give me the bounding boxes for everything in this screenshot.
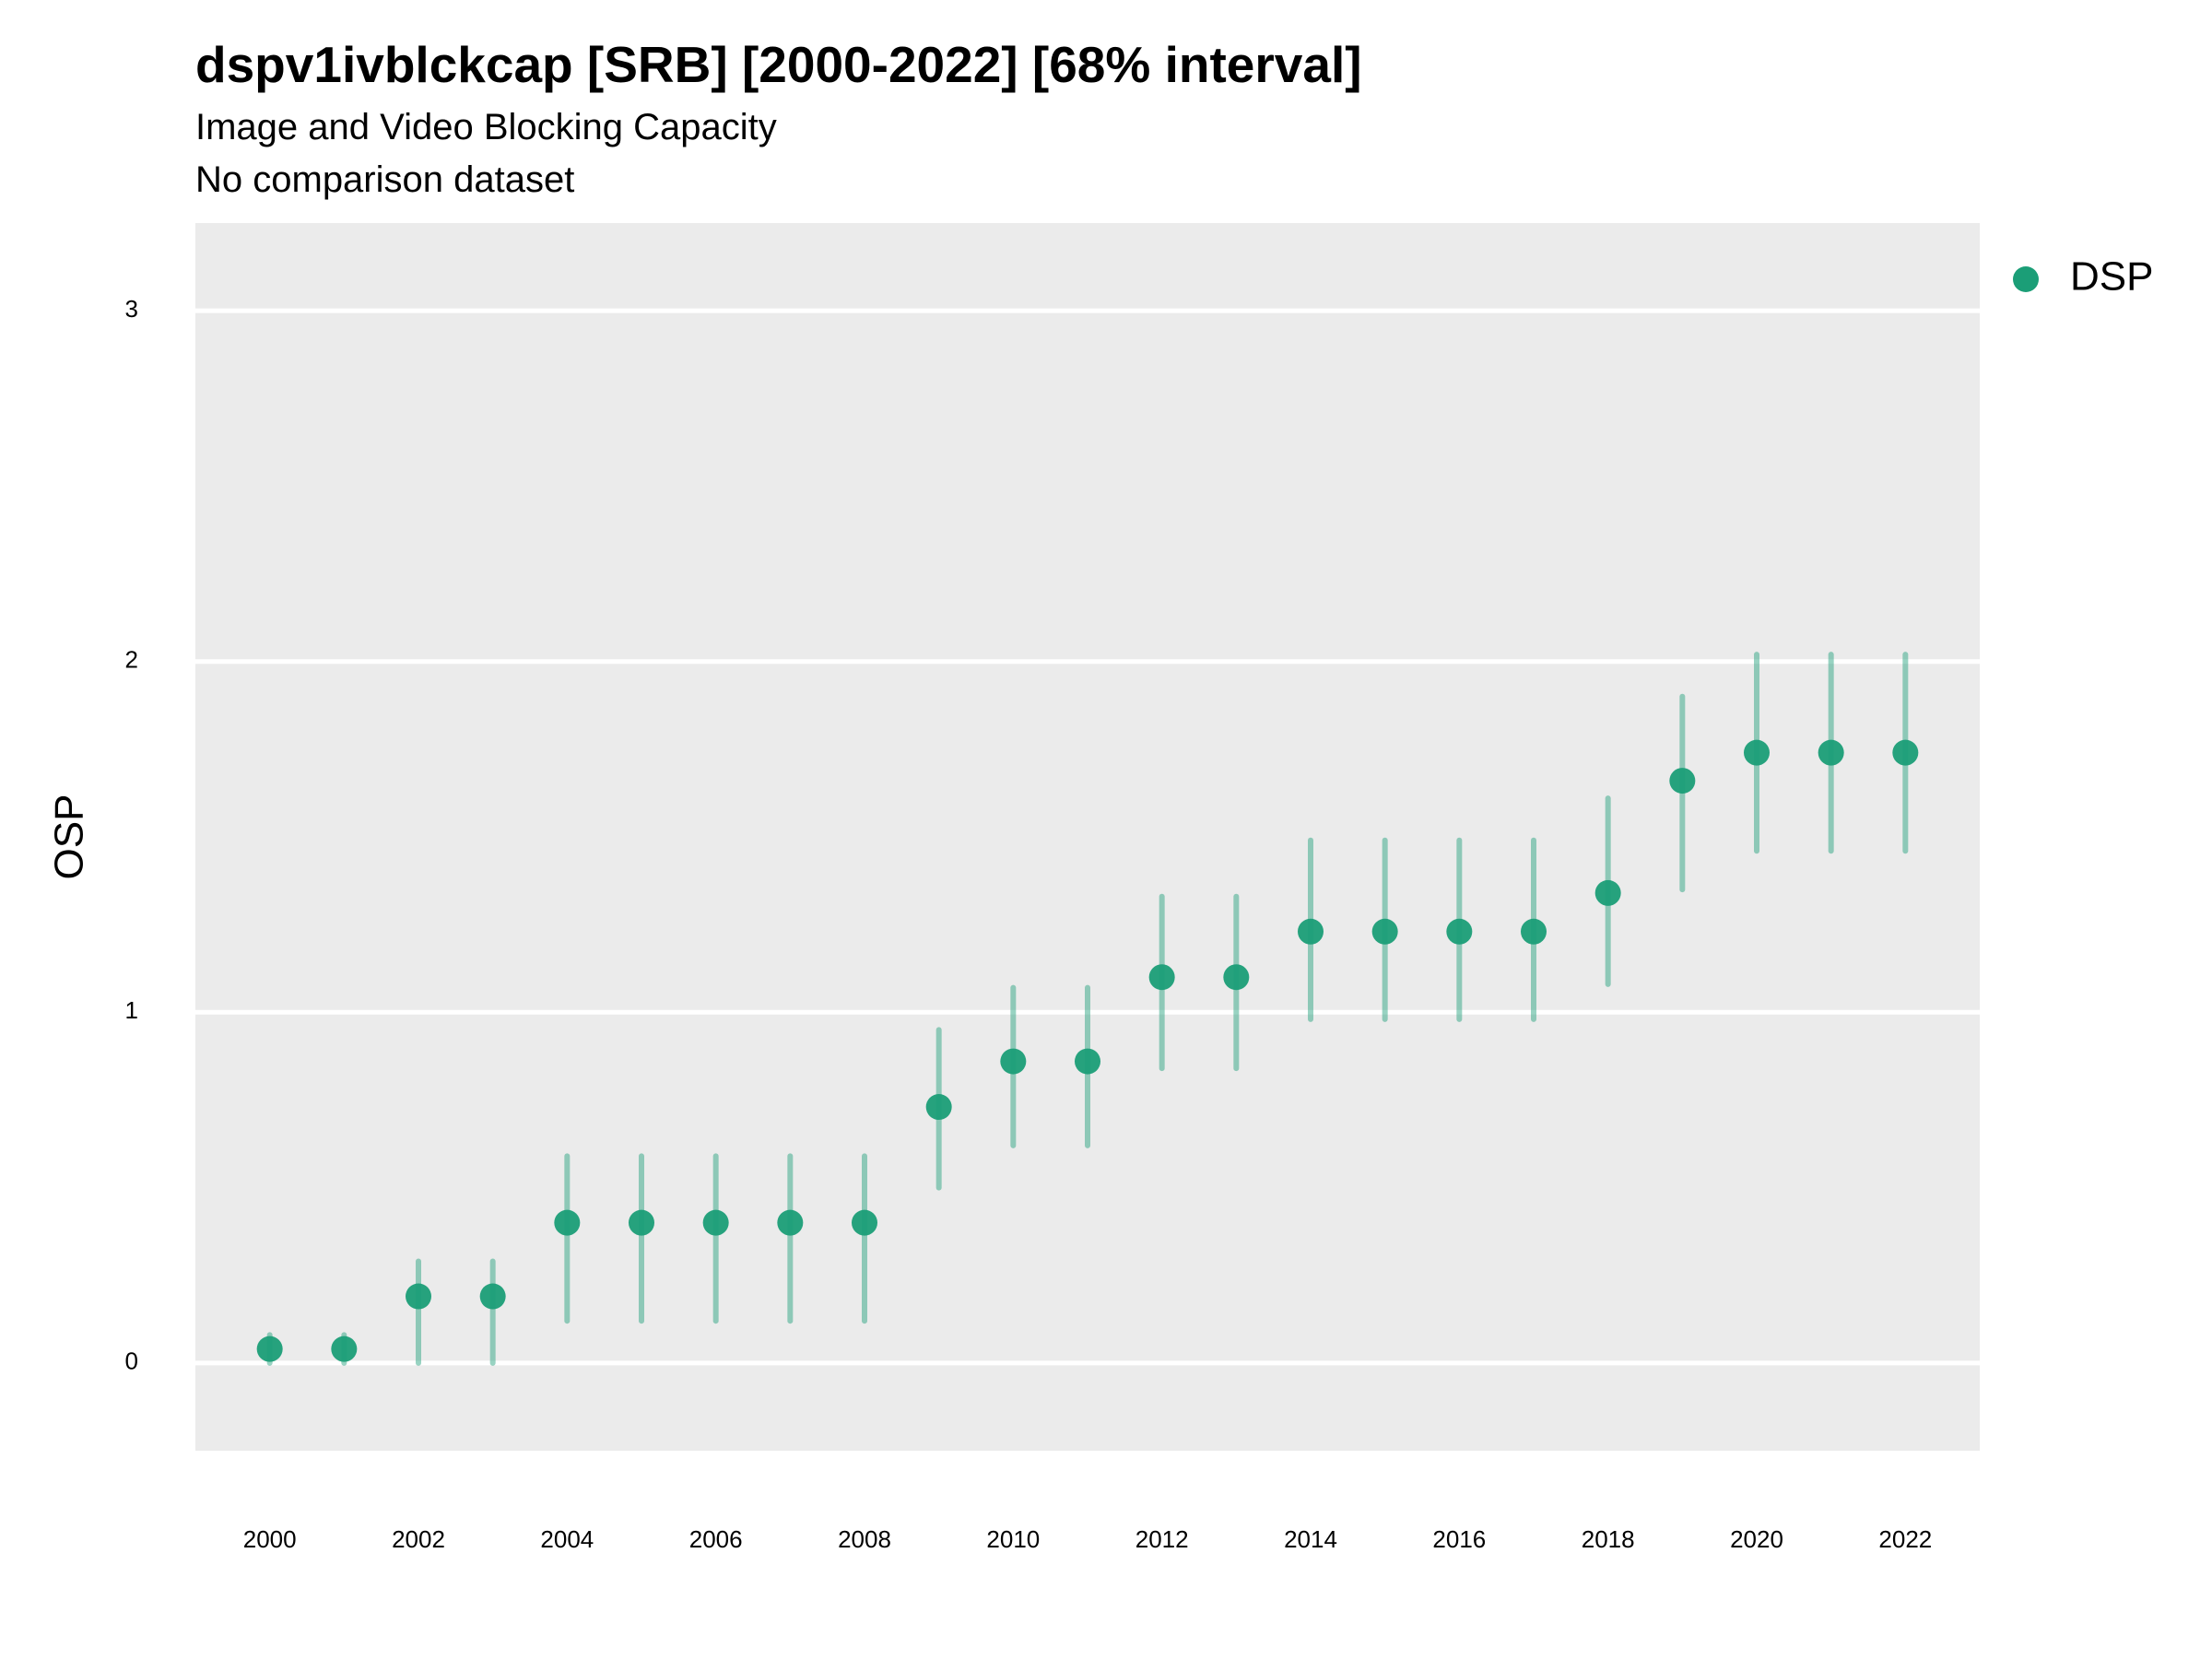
y-tick-label: 0 xyxy=(125,1347,138,1375)
point-2012 xyxy=(1148,964,1175,991)
point-2015 xyxy=(1371,918,1398,945)
x-tick-label: 2018 xyxy=(1582,1525,1635,1553)
point-2021 xyxy=(1818,739,1844,766)
point-2005 xyxy=(629,1209,654,1236)
point-2003 xyxy=(479,1283,506,1310)
data-points xyxy=(256,739,1919,1362)
x-tick-label: 2008 xyxy=(838,1525,891,1553)
point-2010 xyxy=(1000,1048,1027,1075)
point-2008 xyxy=(852,1209,877,1236)
x-tick-label: 2014 xyxy=(1284,1525,1337,1553)
point-2002 xyxy=(406,1283,431,1310)
point-2013 xyxy=(1223,964,1250,991)
point-2022 xyxy=(1892,739,1919,766)
chart-subtitle: Image and Video Blocking Capacity xyxy=(195,107,777,147)
grid-lines xyxy=(195,308,1980,1366)
point-2020 xyxy=(1744,739,1770,766)
point-2001 xyxy=(331,1335,358,1362)
point-2014 xyxy=(1298,918,1324,945)
chart-caption: No comparison dataset xyxy=(195,159,575,200)
x-tick-label: 2020 xyxy=(1730,1525,1783,1553)
point-2011 xyxy=(1075,1048,1100,1075)
x-tick-label: 2002 xyxy=(392,1525,445,1553)
x-tick-label: 2010 xyxy=(986,1525,1040,1553)
legend: DSP xyxy=(2013,254,2153,300)
legend-swatch-dsp xyxy=(2013,266,2039,292)
point-2004 xyxy=(554,1209,581,1236)
x-tick-label: 2012 xyxy=(1135,1525,1189,1553)
chart-title: dspv1ivblckcap [SRB] [2000-2022] [68% in… xyxy=(195,36,1362,93)
point-2017 xyxy=(1521,918,1547,945)
point-2006 xyxy=(702,1209,729,1236)
x-axis-ticks: 2000 2002 2004 2006 2008 2010 2012 2014 2016 2018… xyxy=(243,1525,1933,1553)
point-2019 xyxy=(1669,768,1696,794)
point-2016 xyxy=(1446,918,1473,945)
y-tick-label: 1 xyxy=(125,996,138,1024)
x-tick-label: 2006 xyxy=(689,1525,743,1553)
plot-panel xyxy=(195,223,1980,1451)
point-2007 xyxy=(777,1209,804,1236)
x-tick-label: 2000 xyxy=(243,1525,297,1553)
y-tick-label: 2 xyxy=(125,646,138,674)
x-tick-label: 2016 xyxy=(1432,1525,1486,1553)
point-2018 xyxy=(1594,879,1621,906)
y-tick-label: 3 xyxy=(125,295,138,323)
point-2009 xyxy=(925,1094,952,1121)
point-2000 xyxy=(256,1335,283,1362)
y-axis-label: OSP xyxy=(47,794,92,880)
legend-label-dsp: DSP xyxy=(2070,254,2153,300)
y-axis-ticks: 0 1 2 3 xyxy=(125,295,138,1375)
x-tick-label: 2004 xyxy=(540,1525,594,1553)
x-tick-label: 2022 xyxy=(1878,1525,1932,1553)
